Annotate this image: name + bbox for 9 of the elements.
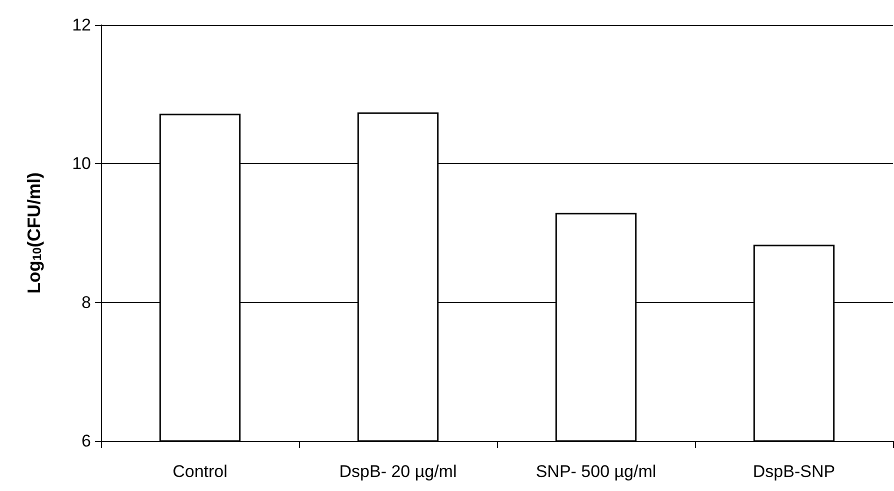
x-tick-label: DspB- 20 µg/ml	[339, 462, 457, 481]
x-tick-label: Control	[172, 462, 228, 481]
y-tick-label: 10	[72, 154, 91, 174]
y-tick-label: 6	[82, 432, 91, 450]
y-tick-label: 12	[72, 16, 91, 34]
y-axis-title: Log10(CFU/ml)	[24, 172, 44, 294]
y-tick-label: 8	[82, 292, 91, 312]
x-tick-label: DspB-SNP	[752, 462, 836, 481]
x-tick-label: SNP- 500 µg/ml	[536, 462, 656, 481]
